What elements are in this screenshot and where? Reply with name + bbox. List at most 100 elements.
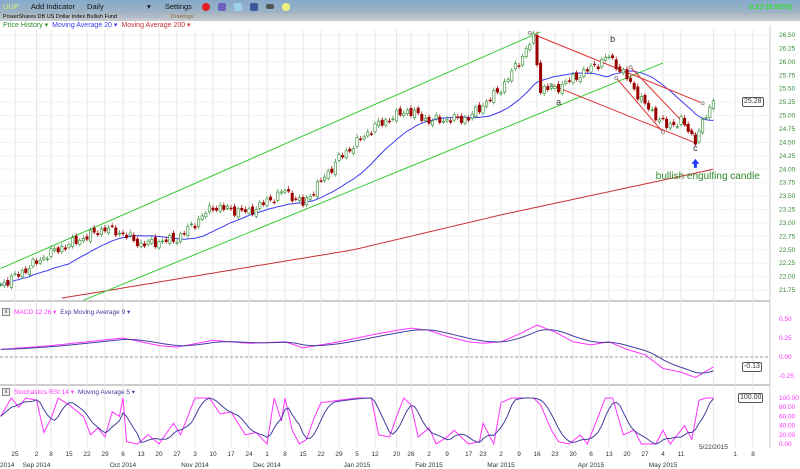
candle — [168, 235, 172, 244]
macd-label[interactable]: MACD 12 26 ▾ — [14, 309, 57, 316]
period-caret-icon[interactable]: ▾ — [147, 2, 151, 11]
price-tick-label: 26.00 — [779, 59, 796, 66]
documents-icon[interactable] — [217, 2, 226, 11]
candle — [549, 86, 553, 89]
x-tick-label: 6 — [121, 451, 125, 458]
candle — [114, 227, 118, 236]
x-tick-label: 17 — [227, 451, 235, 458]
symbol-label[interactable]: UUP — [3, 2, 19, 11]
candle — [45, 258, 49, 260]
candle — [539, 62, 543, 93]
macd-tick-label: 0.50 — [779, 316, 792, 323]
legend-ma20[interactable]: Moving Average 20 ▾ — [52, 22, 118, 29]
candle — [197, 218, 201, 227]
macd-tick-label: 0.00 — [779, 354, 792, 361]
candle — [614, 59, 618, 70]
price-tick-label: 22.75 — [779, 233, 796, 240]
add-indicator-button[interactable]: Add Indicator — [30, 2, 76, 11]
candle — [416, 107, 420, 114]
candle — [607, 56, 611, 59]
candle — [254, 209, 258, 217]
candle — [20, 270, 24, 278]
trend-line-handle — [661, 130, 665, 135]
candle — [427, 116, 431, 124]
candle — [431, 120, 435, 126]
candle — [89, 229, 93, 242]
x-tick-label: 22 — [83, 451, 91, 458]
x-tick-label: 10 — [209, 451, 217, 458]
facebook-icon[interactable] — [249, 2, 258, 11]
drawings-link[interactable]: Drawings — [170, 14, 194, 20]
candle — [661, 117, 665, 120]
candle — [290, 192, 294, 202]
add-to-portfolio-link[interactable]: Add to Portfolio — [125, 14, 163, 20]
candle — [67, 244, 71, 248]
macd-header: x MACD 12 26 ▾ Exp Moving Average 9 ▾ — [2, 308, 130, 316]
price-tick-label: 24.00 — [779, 166, 796, 173]
candle — [355, 137, 359, 147]
x-tick-label: 2 — [427, 451, 431, 458]
x-tick-label: 27 — [641, 451, 649, 458]
candle — [351, 148, 355, 154]
settings-button[interactable]: Settings — [164, 2, 192, 11]
candle — [243, 209, 247, 212]
candle — [477, 104, 481, 113]
candle — [71, 237, 75, 247]
macd-signal-label[interactable]: Exp Moving Average 9 ▾ — [60, 309, 131, 316]
current-stoch-box: 100.00 — [738, 393, 764, 403]
candle — [125, 234, 129, 238]
candle — [326, 170, 330, 179]
legend-ma200[interactable]: Moving Average 200 ▾ — [121, 22, 191, 29]
candle — [639, 96, 643, 102]
camera-icon[interactable] — [265, 4, 274, 9]
candle — [668, 123, 672, 129]
stoch-label[interactable]: Stochastics RSI 14 ▾ — [14, 389, 74, 396]
x-tick-label: 26 — [407, 451, 415, 458]
candle — [438, 116, 442, 123]
candle — [247, 208, 251, 214]
candle — [445, 119, 449, 122]
candle — [643, 95, 647, 104]
x-tick-label: 15 — [299, 451, 307, 458]
candle — [647, 102, 651, 110]
candle — [49, 248, 53, 257]
twitter-icon[interactable] — [233, 2, 242, 11]
price-tick-label: 23.25 — [779, 207, 796, 214]
macd-tick-label: -0.25 — [779, 373, 794, 380]
price-tick-label: 23.75 — [779, 180, 796, 187]
candle — [269, 196, 273, 201]
candle — [53, 248, 57, 251]
candle — [636, 86, 640, 100]
alarm-clock-icon[interactable] — [201, 2, 210, 11]
x-tick-label: 5 — [355, 451, 359, 458]
price-change-value: 0.23 (0.92%) — [749, 2, 792, 11]
comment-icon[interactable] — [281, 2, 290, 11]
candle — [17, 274, 21, 277]
price-legend: Price History ▾ Moving Average 20 ▾ Movi… — [3, 21, 191, 29]
candle — [182, 233, 186, 235]
candle — [0, 284, 3, 286]
candle — [233, 206, 237, 216]
x-tick-label: 20 — [623, 451, 631, 458]
candle — [492, 90, 496, 103]
candle — [632, 82, 636, 90]
stoch-signal-label[interactable]: Moving Average 5 ▾ — [77, 389, 135, 396]
candle — [621, 69, 625, 74]
stoch-close-button[interactable]: x — [2, 388, 10, 396]
candle — [600, 59, 604, 68]
candle — [618, 66, 622, 72]
period-select[interactable]: Daily — [87, 2, 104, 11]
x-tick-label: 22 — [317, 451, 325, 458]
x-month-label: 2014 — [0, 462, 15, 469]
trend-line-handle — [614, 75, 619, 80]
candle — [377, 120, 381, 127]
candle — [276, 191, 280, 201]
candle — [697, 130, 701, 143]
price-tick-label: 21.75 — [779, 287, 796, 294]
candle — [139, 242, 143, 247]
macd-close-button[interactable]: x — [2, 308, 10, 316]
legend-price-history[interactable]: Price History ▾ — [3, 22, 49, 29]
candle — [405, 109, 409, 115]
price-tick-label: 23.50 — [779, 193, 796, 200]
candle — [585, 69, 589, 72]
